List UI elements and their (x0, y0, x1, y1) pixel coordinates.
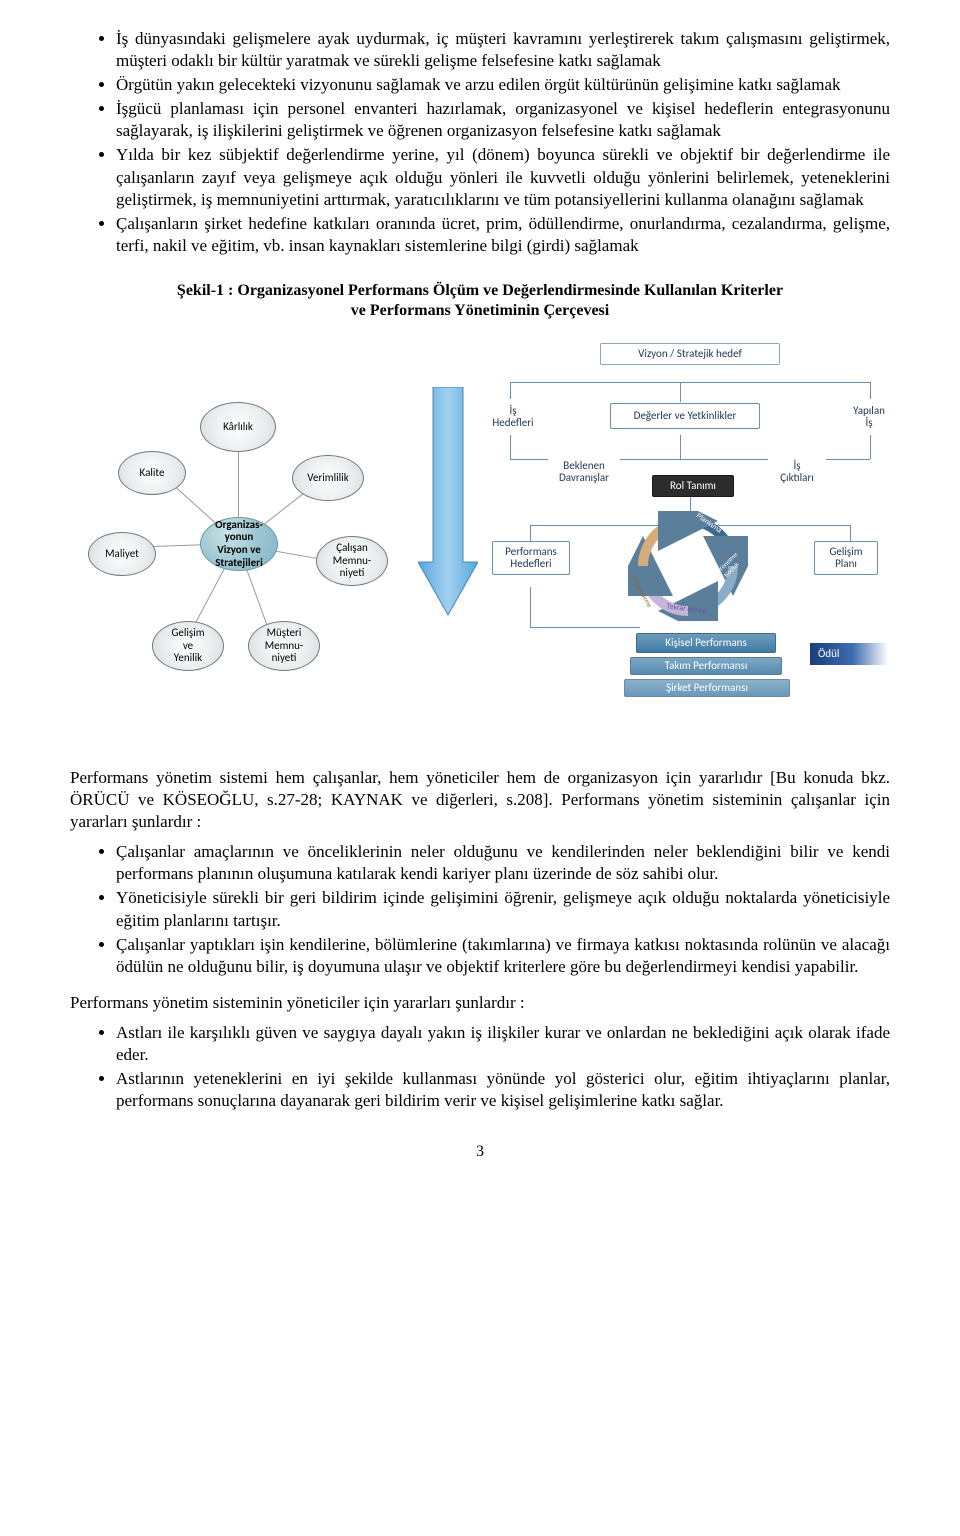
box-beklenen-davranislar: BeklenenDavranışlar (548, 455, 620, 489)
page-number: 3 (70, 1142, 890, 1163)
figure-caption-line1: Şekil-1 : Organizasyonel Performans Ölçü… (177, 282, 783, 299)
node-musteri-mem: MüşteriMemnu-niyeti (248, 621, 320, 671)
bullets-mid-2: Astları ile karşılıklı güven ve saygıya … (70, 1022, 890, 1112)
node-maliyet: Maliyet (88, 532, 156, 576)
bullet-item: İş dünyasındaki gelişmelere ayak uydurma… (116, 28, 890, 72)
bullet-item: Çalışanlar amaçlarının ve önceliklerinin… (116, 841, 890, 885)
bullet-item: Astları ile karşılıklı güven ve saygıya … (116, 1022, 890, 1066)
paragraph-mid2: Performans yönetim sisteminin yöneticile… (70, 992, 890, 1014)
node-kalite: Kalite (118, 451, 186, 495)
node-karlilik: Kârlılık (200, 402, 276, 452)
bullet-item: Çalışanlar yaptıkları işin kendilerine, … (116, 934, 890, 978)
box-performans-hedefleri: PerformansHedefleri (492, 541, 570, 575)
node-calisan-mem: ÇalışanMemnu-niyeti (316, 536, 388, 586)
paragraph-mid: Performans yönetim sistemi hem çalışanla… (70, 767, 890, 833)
bullet-item: İşgücü planlaması için personel envanter… (116, 98, 890, 142)
box-kisisel-performans: Kişisel Performans (636, 633, 776, 653)
bullets-mid-1: Çalışanlar amaçlarının ve önceliklerinin… (70, 841, 890, 978)
box-yapilan-is: Yapılanİş (842, 399, 896, 435)
big-arrow-icon (418, 387, 478, 617)
bullets-top: İş dünyasındaki gelişmelere ayak uydurma… (70, 28, 890, 257)
bullet-item: Çalışanların şirket hedefine katkıları o… (116, 213, 890, 257)
box-odul: Ödül (810, 643, 888, 665)
box-gelisim-plani: GelişimPlanı (814, 541, 878, 575)
node-center: Organizas-yonunVizyon veStratejileri (200, 517, 278, 571)
box-degerler-yetkinlikler: Değerler ve Yetkinlikler (610, 403, 760, 429)
figure-diagram: Organizas-yonunVizyon veStratejileri Kâr… (70, 327, 890, 747)
node-gelisim-yenilik: GelişimveYenilik (152, 621, 224, 671)
node-verimlilik: Verimlilik (292, 455, 364, 501)
box-is-ciktilari: İşÇıktıları (768, 455, 826, 489)
bullet-item: Astlarının yeteneklerini en iyi şekilde … (116, 1068, 890, 1112)
box-sirket-performansi: Şirket Performansı (624, 679, 790, 697)
box-is-hedefleri: İşHedefleri (486, 399, 540, 435)
figure-caption-line2: ve Performans Yönetiminin Çerçevesi (351, 302, 609, 319)
figure-caption: Şekil-1 : Organizasyonel Performans Ölçü… (70, 281, 890, 321)
bullet-item: Yılda bir kez sübjektif değerlendirme ye… (116, 144, 890, 210)
box-vizyon-stratejik-hedef: Vizyon / Stratejik hedef (600, 343, 780, 365)
box-takim-performansi: Takım Performansı (630, 657, 782, 675)
bullet-item: Yöneticisiyle sürekli bir geri bildirim … (116, 887, 890, 931)
bullet-item: Örgütün yakın gelecekteki vizyonunu sağl… (116, 74, 890, 96)
box-rol-tanimi: Rol Tanımı (652, 475, 734, 497)
